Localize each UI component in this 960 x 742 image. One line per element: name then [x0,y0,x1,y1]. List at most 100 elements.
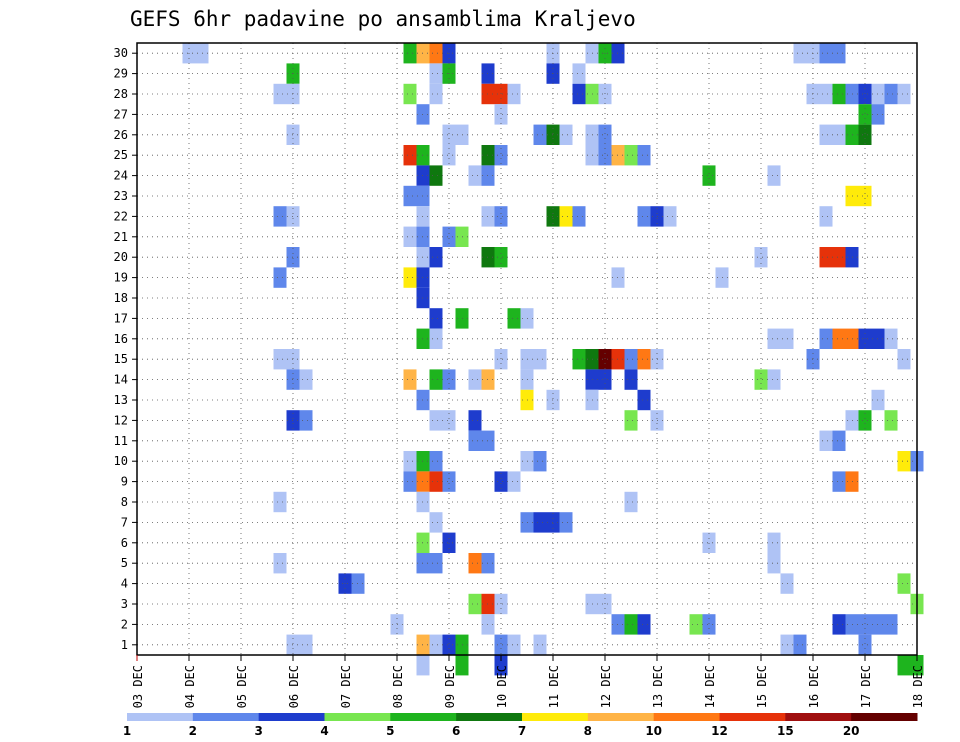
y-tick-label: 10 [114,454,128,468]
heatmap-cell [468,553,482,574]
colorbar-label: 8 [584,724,592,738]
heatmap-cell [416,655,430,676]
heatmap-cell [273,553,287,574]
y-tick-label: 2 [121,617,128,631]
heatmap-cell [897,451,911,472]
heatmap-cell [403,145,417,166]
y-tick-label: 11 [114,434,128,448]
heatmap-cell [793,43,807,64]
colorbar-swatch [324,713,391,721]
heatmap-cell [832,614,846,635]
x-tick-label: 17 DEC [859,665,873,708]
x-tick-label: 06 DEC [287,665,301,708]
heatmap-cell [507,634,521,655]
heatmap-cell [429,63,443,84]
x-tick-label: 18 DEC [911,665,925,708]
colorbar-swatch [719,713,786,721]
heatmap-cell [507,471,521,492]
heatmap-cell [429,43,443,64]
plot-frame [136,42,918,656]
heatmap-cell [832,43,846,64]
x-tick-label: 08 DEC [391,665,405,708]
heatmap-cell [767,328,781,349]
heatmap-cell [897,655,911,676]
heatmap-cell [754,369,768,390]
heatmap-cell [442,471,456,492]
heatmap-cell [442,532,456,553]
y-tick-label: 23 [114,189,128,203]
heatmap-cell [819,328,833,349]
heatmap-cell [884,328,898,349]
heatmap-cell [858,410,872,431]
heatmap-cell [507,308,521,329]
heatmap-cell [403,471,417,492]
colorbar-swatch [851,713,918,721]
heatmap-cell [832,124,846,145]
y-tick-label: 13 [114,393,128,407]
heatmap-cell [403,43,417,64]
heatmap-cell [429,369,443,390]
heatmap-cell [702,532,716,553]
y-tick-label: 1 [121,638,128,652]
heatmap-cell [897,349,911,370]
x-tick-label: 04 DEC [183,665,197,708]
grid-lines [137,43,917,655]
heatmap-cell [468,430,482,451]
x-tick-label: 11 DEC [547,665,561,708]
heatmap-cell [429,165,443,186]
heatmap-cell [273,349,287,370]
heatmap-cell [299,634,313,655]
colorbar-swatch [258,713,325,721]
x-tick-label: 14 DEC [703,665,717,708]
heatmap-cell [468,410,482,431]
heatmap-cell [273,267,287,288]
heatmap-cell [897,83,911,105]
heatmap-cell [819,430,833,451]
heatmap-cell [754,247,768,268]
y-tick-label: 18 [114,291,128,305]
heatmap-cell [637,614,651,635]
heatmap-cell [598,369,612,390]
heatmap-cell [689,614,703,635]
heatmap-cell [429,471,443,492]
heatmap-cell [533,349,547,370]
heatmap-cell [273,491,287,513]
heatmap-cell [494,206,508,227]
x-tick-label: 15 DEC [755,665,769,708]
y-tick-label: 17 [114,311,128,325]
heatmap-cell [832,83,846,105]
heatmap-cell [819,247,833,268]
heatmap-cell [819,124,833,145]
colorbar-swatch [192,713,260,721]
chart-title: GEFS 6hr padavine po ansamblima Kraljevo [130,7,636,31]
heatmap-cell [403,369,417,390]
y-tick-label: 26 [114,128,128,142]
x-tick-label: 12 DEC [599,665,613,708]
heatmap-cell [572,83,586,105]
heatmap-cell [702,165,716,186]
colorbar-label: 3 [254,724,262,738]
y-tick-label: 22 [114,209,128,223]
y-tick-label: 27 [114,107,128,121]
heatmap-cell [494,145,508,166]
heatmap-cell [442,226,456,247]
x-tick-label: 07 DEC [339,665,353,708]
heatmap-cell [533,124,547,145]
heatmap-cell [533,451,547,472]
heatmap-cell [624,369,638,390]
heatmap-cell [884,83,898,105]
colorbar-swatch [522,713,589,721]
colorbar-label: 2 [189,724,197,738]
heatmap-cell [832,430,846,451]
y-tick-label: 19 [114,271,128,285]
heatmap-cell [442,410,456,431]
colorbar-swatch [390,713,457,721]
heatmap-cell [598,124,612,145]
y-tick-label: 8 [121,495,128,509]
y-tick-label: 16 [114,332,128,346]
heatmap-cell [494,634,508,655]
heatmap-cell [598,349,612,370]
heatmap-cell [858,634,872,655]
heatmap-cell [832,328,846,349]
